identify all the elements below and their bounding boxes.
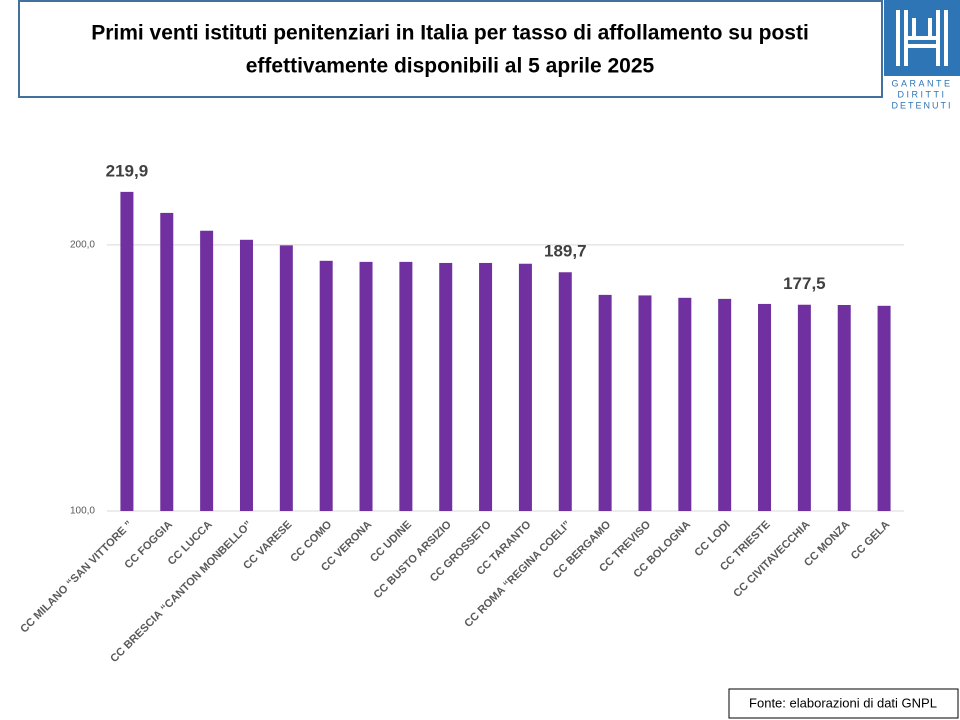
logo-text: DETENUTI [892,100,953,110]
x-tick-label: CC CIVITAVECCHIA [731,519,812,600]
bar [638,295,652,511]
y-tick-label: 100,0 [70,506,95,517]
logo: GARANTE DIRITTI DETENUTI [884,0,960,110]
data-label: 189,7 [544,242,587,261]
bar [120,191,134,512]
source: Fonte: elaborazioni di dati GNPL [749,695,937,710]
logo-text: DIRITTI [898,89,947,99]
bar [200,230,214,512]
x-tick-label: CC BUSTO ARSIZIO [372,518,455,601]
x-tick-label: CC GELA [849,519,893,563]
bar [319,260,333,511]
data-label: 219,9 [106,161,149,180]
bar [439,262,453,511]
data-label: 177,5 [783,274,826,293]
bar [279,245,293,511]
x-tick-label: CC LODI [692,519,732,559]
bar [518,263,532,511]
title-box [18,0,883,98]
source-box [728,688,959,719]
chart-title: effettivamente disponibili al 5 aprile 2… [246,55,655,78]
bar [678,297,692,511]
bar [239,239,253,511]
bar [399,261,413,511]
bar [758,303,772,511]
bar [797,304,811,511]
bar [718,298,732,511]
x-tick-label: CC MILANO “SAN VITTORE ” [18,519,135,636]
bar [598,294,612,511]
bar [359,261,373,511]
bar [877,305,891,511]
logo-text: GARANTE [891,78,952,88]
y-tick-label: 200,0 [70,239,95,250]
logo-mark [896,10,948,66]
bar [479,262,493,511]
bar [558,272,572,511]
x-tick-label: CC BRESCIA “CANTON MONBELLO” [108,519,254,665]
bar [160,212,174,511]
chart-title: Primi venti istituti penitenziari in Ita… [91,22,809,45]
bar [837,304,851,511]
